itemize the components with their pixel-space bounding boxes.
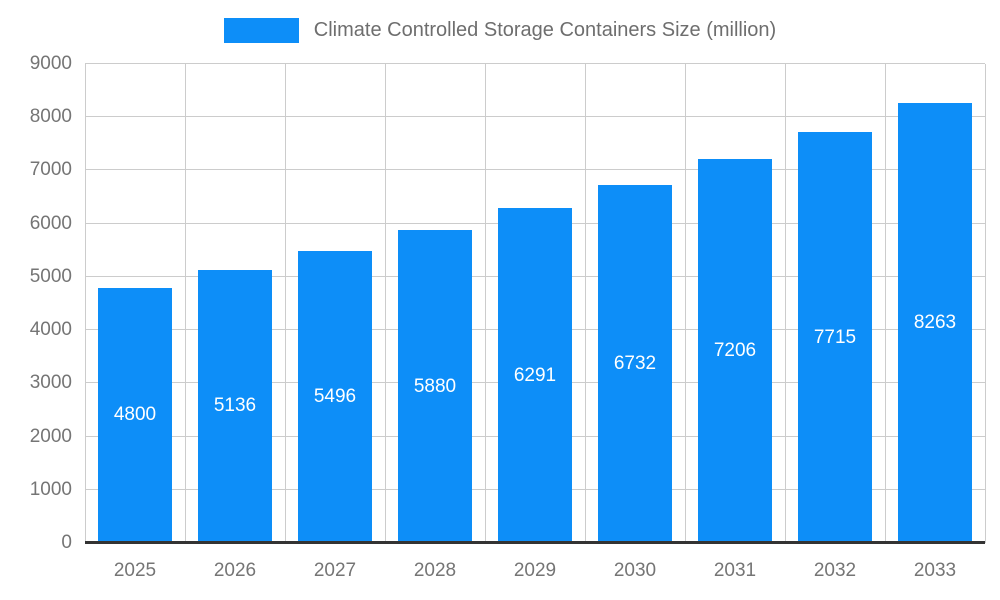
x-gridline — [985, 64, 986, 543]
bar: 5880 — [397, 230, 473, 543]
x-axis-labels: 2025 2026 2027 2028 2029 2030 2031 2032 2033 — [85, 560, 985, 586]
x-tick-label: 2025 — [113, 560, 157, 581]
y-tick-label: 3000 — [29, 372, 72, 394]
x-axis-line — [85, 541, 985, 544]
x-gridline — [285, 64, 286, 543]
x-gridline — [785, 64, 786, 543]
plot-area: 4800 5136 5496 5880 6291 6732 7206 7715 8263 — [85, 63, 986, 544]
y-tick-label: 0 — [61, 532, 72, 553]
bar-value-label: 5880 — [413, 375, 457, 397]
bar: 8263 — [897, 103, 973, 543]
y-tick-label: 1000 — [29, 478, 72, 500]
bar-value-label: 7206 — [713, 340, 757, 362]
x-gridline — [185, 64, 186, 543]
y-axis-labels: 0 1000 2000 3000 4000 5000 6000 7000 8000 9000 — [0, 53, 72, 553]
y-tick-label: 8000 — [29, 106, 72, 128]
bar-value-label: 5496 — [313, 385, 357, 407]
legend-swatch — [223, 17, 299, 43]
y-gridline — [85, 63, 985, 64]
bar-value-label: 7715 — [813, 326, 857, 348]
y-tick-label: 5000 — [29, 265, 72, 287]
x-tick-label: 2028 — [413, 560, 457, 581]
x-tick-label: 2031 — [713, 560, 757, 581]
chart-title: Climate Controlled Storage Containers Si… — [313, 18, 777, 41]
bar-value-label: 6291 — [513, 364, 557, 386]
x-gridline — [885, 64, 886, 543]
y-gridline — [85, 116, 985, 118]
bar: 6291 — [497, 208, 573, 543]
x-gridline — [684, 64, 686, 543]
x-tick-label: 2030 — [613, 560, 657, 581]
x-tick-label: 2026 — [213, 560, 257, 581]
bar: 6732 — [597, 184, 673, 543]
x-tick-label: 2029 — [513, 560, 557, 581]
x-gridline — [384, 64, 386, 543]
bar-value-label: 5136 — [213, 395, 257, 417]
y-tick-label: 9000 — [29, 53, 72, 74]
y-tick-label: 4000 — [29, 319, 72, 341]
bar-value-label: 8263 — [913, 312, 957, 334]
y-tick-label: 7000 — [29, 159, 72, 181]
bar: 7715 — [797, 132, 873, 543]
y-tick-label: 2000 — [29, 425, 72, 447]
bar: 5136 — [197, 269, 273, 543]
bar: 7206 — [697, 159, 773, 543]
x-gridline — [485, 64, 486, 543]
x-gridline — [585, 64, 586, 543]
x-tick-label: 2032 — [813, 560, 857, 581]
chart-legend: Climate Controlled Storage Containers Si… — [0, 16, 1000, 44]
bar-value-label: 4800 — [113, 404, 157, 426]
bar: 4800 — [97, 287, 173, 543]
x-tick-label: 2027 — [313, 560, 357, 581]
x-tick-label: 2033 — [913, 560, 957, 581]
x-gridline — [85, 64, 86, 543]
bar-value-label: 6732 — [613, 352, 657, 374]
y-gridline — [85, 169, 985, 171]
y-tick-label: 6000 — [29, 212, 72, 234]
bar: 5496 — [297, 250, 373, 543]
